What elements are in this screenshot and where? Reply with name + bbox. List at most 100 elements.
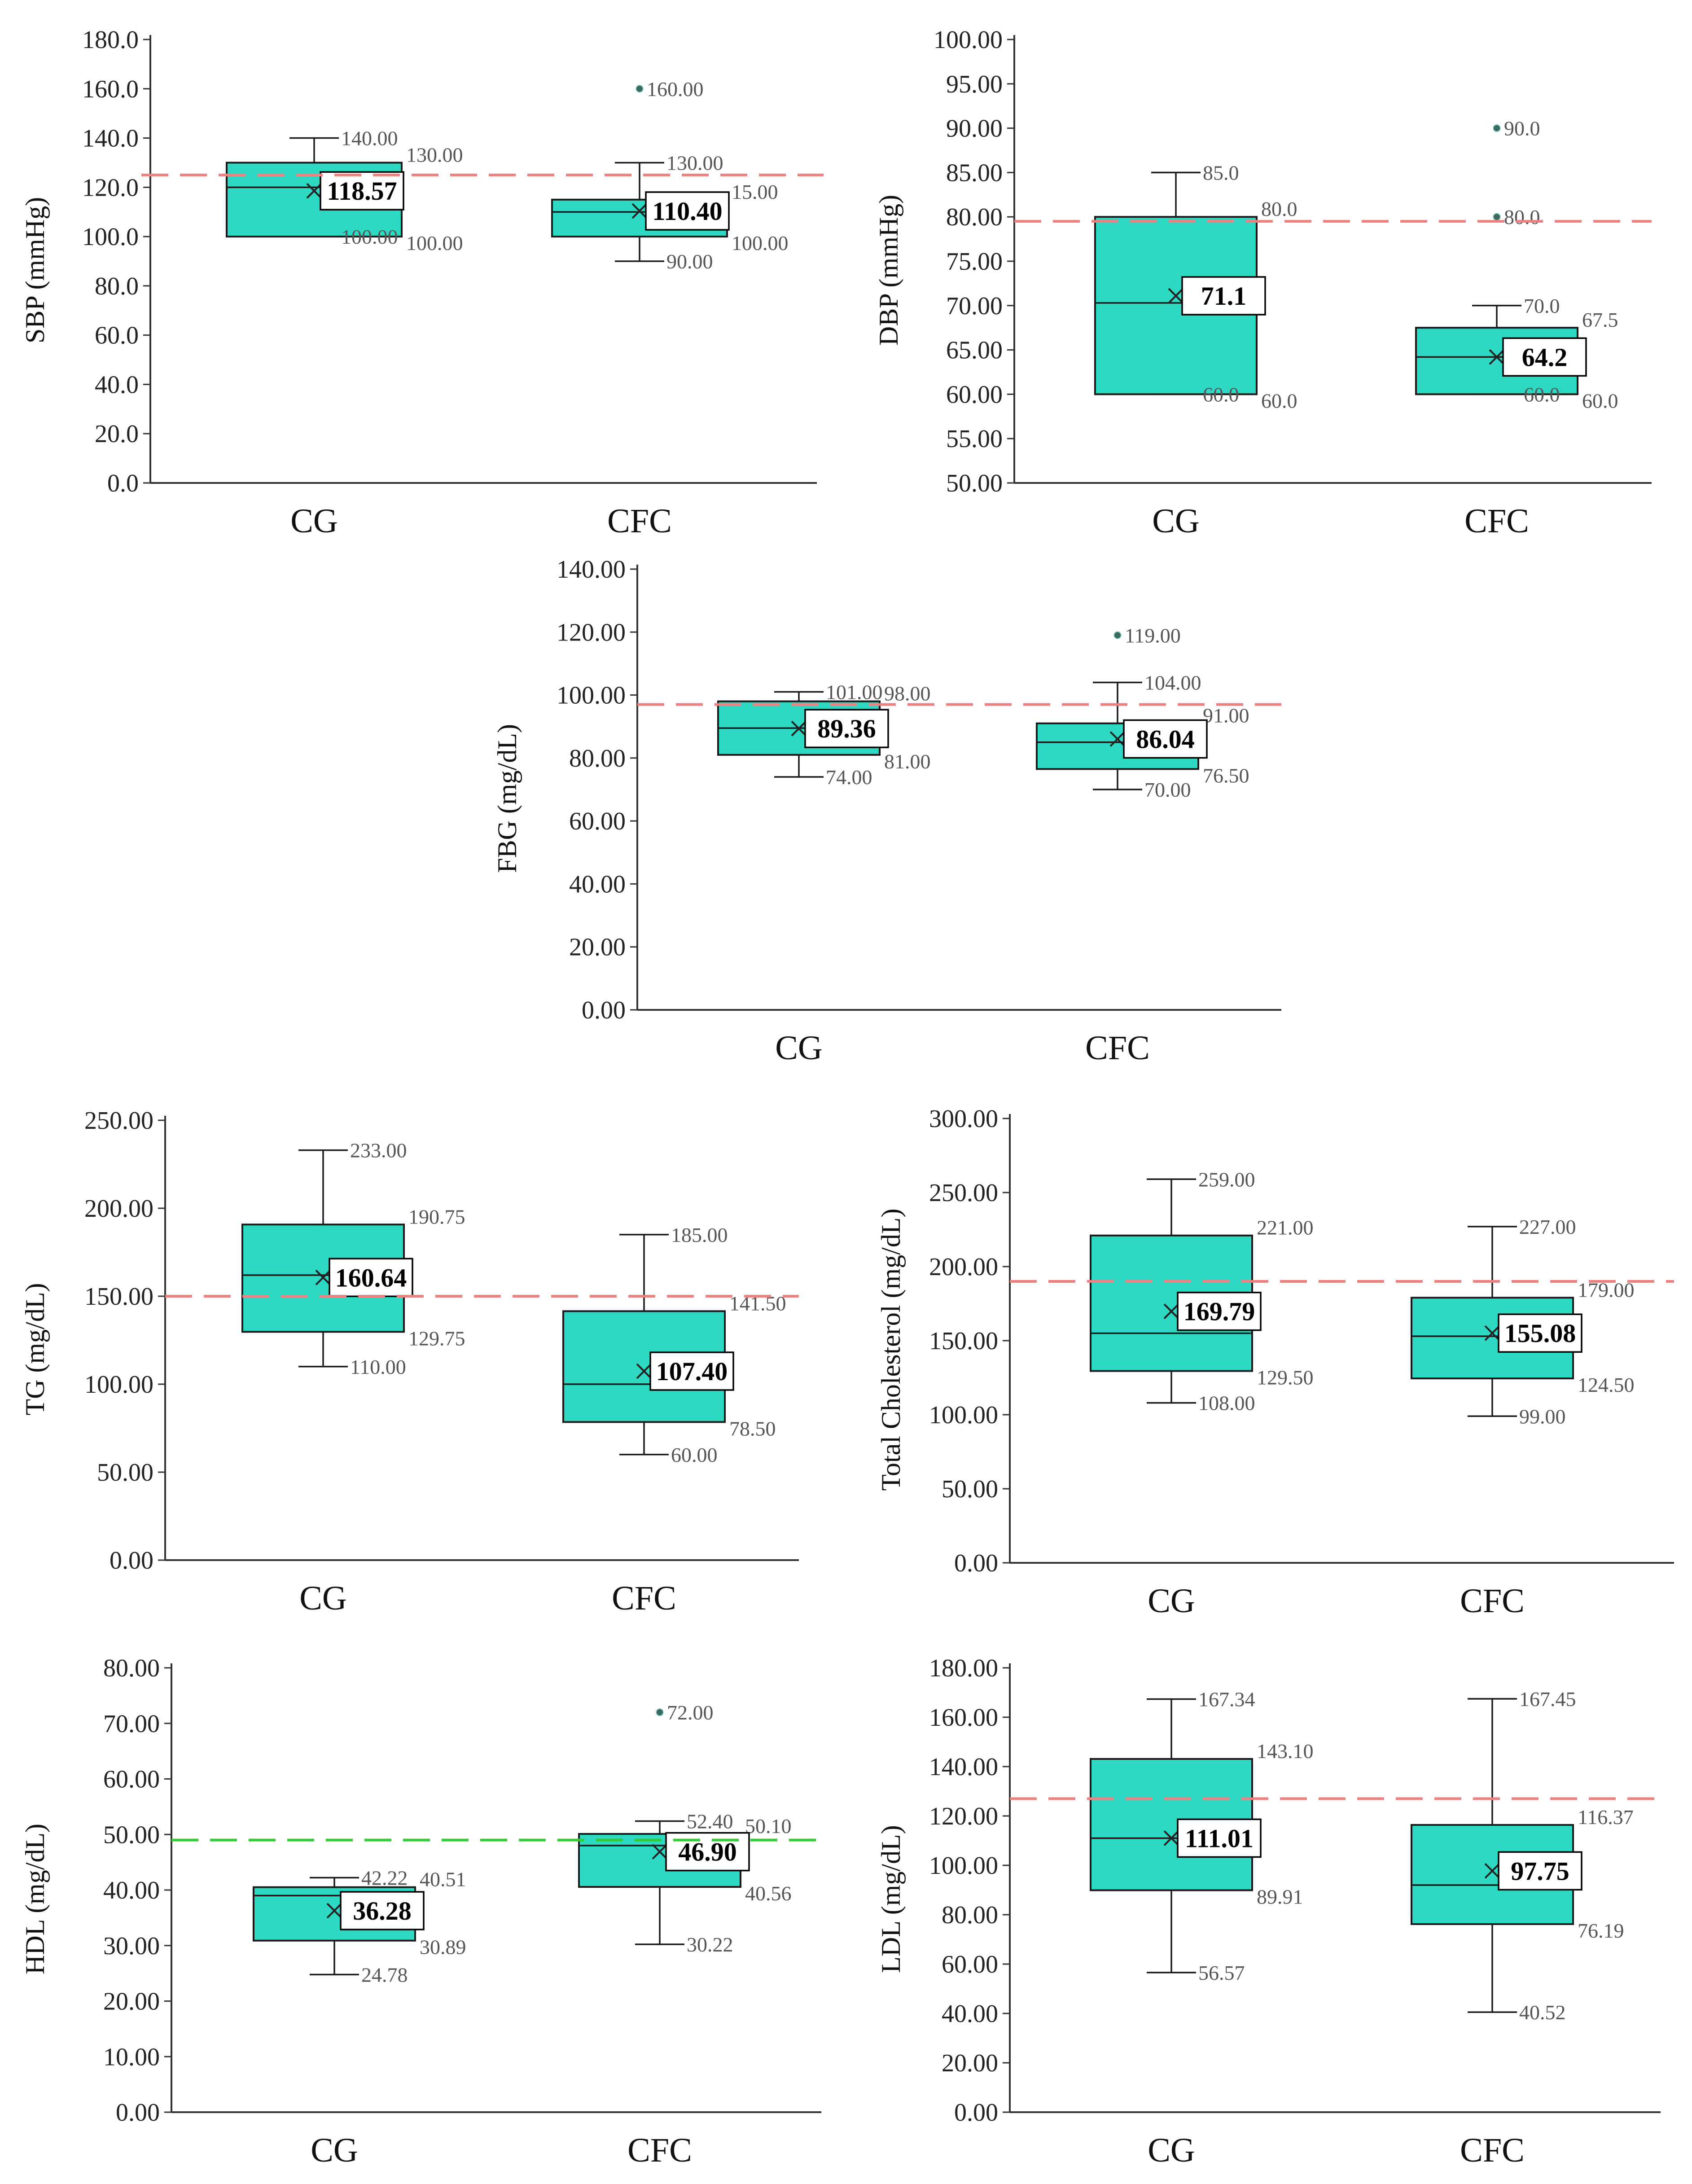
min-label: 60.0: [1524, 383, 1560, 406]
ldl-y-tick-label: 160.00: [929, 1704, 998, 1732]
sbp-y-tick-label: 140.0: [82, 125, 139, 153]
fbg-y-tick-label: 120.00: [557, 618, 626, 646]
min-label: 70.00: [1144, 778, 1191, 801]
dbp-category-label: CG: [1152, 502, 1200, 540]
sbp-y-tick-label: 160.0: [82, 75, 139, 103]
hdl-y-tick-label: 0.00: [116, 2099, 160, 2127]
min-label: 60.0: [1203, 383, 1239, 406]
mean-label: 107.40: [656, 1357, 728, 1386]
min-label: 74.00: [826, 766, 872, 789]
ldl-y-tick-label: 180.00: [929, 1654, 998, 1682]
dbp-y-tick-label: 100.00: [934, 26, 1003, 54]
sbp-y-tick-label: 80.0: [95, 272, 139, 300]
tc-y-axis-title: Total Cholesterol (mg/dL): [876, 1208, 906, 1491]
q3-label: 15.00: [732, 180, 778, 203]
tc-y-tick-label: 100.00: [929, 1401, 998, 1429]
fbg-y-axis-title: FBG (mg/dL): [492, 724, 522, 873]
ldl-y-axis-title: LDL (mg/dL): [876, 1825, 906, 1973]
q3-label: 98.00: [884, 682, 931, 705]
hdl-category-label: CG: [311, 2131, 358, 2169]
dbp-y-axis-title: DBP (mmHg): [874, 195, 903, 346]
ldl-y-tick-label: 20.00: [942, 2049, 998, 2077]
mean-label: 118.57: [327, 176, 397, 206]
tc-y-tick-label: 200.00: [929, 1253, 998, 1281]
hdl-y-tick-label: 50.00: [103, 1821, 160, 1849]
mean-label-box: [1502, 337, 1587, 377]
q1-label: 100.00: [406, 232, 463, 254]
mean-label-box: [645, 191, 730, 231]
sbp-category-label: CG: [290, 502, 338, 540]
mean-label-box: [1498, 1851, 1582, 1891]
q3-label: 80.0: [1261, 197, 1297, 220]
max-label: 85.0: [1203, 161, 1239, 184]
dbp-y-tick-label: 75.00: [946, 248, 1003, 276]
mean-marker: [1168, 288, 1184, 304]
sbp-y-tick-label: 60.0: [95, 322, 139, 350]
max-label: 167.34: [1198, 1688, 1255, 1711]
mean-marker: [1484, 1863, 1500, 1879]
tc-y-tick-label: 0.00: [954, 1549, 998, 1577]
hdl-y-tick-label: 60.00: [103, 1766, 160, 1794]
tc-category-label: CG: [1148, 1582, 1195, 1620]
hdl-y-axis-title: HDL (mg/dL): [20, 1824, 50, 1974]
hdl-y-tick-label: 10.00: [103, 2043, 160, 2071]
mean-marker: [315, 1269, 331, 1285]
min-label: 56.57: [1198, 1961, 1245, 1984]
ldl-y-tick-label: 100.00: [929, 1852, 998, 1880]
tg-y-tick-label: 0.00: [110, 1547, 153, 1574]
mean-label-box: [1181, 276, 1266, 316]
mean-label: 86.04: [1136, 724, 1195, 754]
fbg-y-tick-label: 140.00: [557, 556, 626, 583]
fbg-y-tick-label: 20.00: [569, 934, 626, 961]
hdl-y-tick-label: 80.00: [103, 1654, 160, 1682]
tc-y-tick-label: 150.00: [929, 1327, 998, 1355]
mean-label-box: [804, 709, 889, 748]
mean-label-box: [340, 1891, 425, 1930]
q1-label: 76.19: [1578, 1919, 1624, 1942]
outlier-point: [1113, 631, 1122, 640]
sbp-y-axis-title: SBP (mmHg): [20, 197, 50, 343]
q3-label: 67.5: [1582, 308, 1618, 331]
mean-label: 64.2: [1522, 342, 1568, 372]
dbp-y-tick-label: 85.00: [946, 159, 1003, 187]
max-label: 140.00: [341, 127, 398, 150]
tg-y-axis-title: TG (mg/dL): [20, 1283, 50, 1416]
sbp-panel: 0.0 20.0 40.0 60.0 80.0 100.0 120.0 140.0 160.0 1…: [20, 26, 824, 540]
max-label: 130.00: [666, 151, 723, 174]
tg-y-tick-label: 150.00: [84, 1283, 153, 1311]
mean-label: 169.79: [1184, 1297, 1255, 1326]
outlier-label: 160.00: [647, 78, 704, 101]
tg-category-label: CG: [299, 1579, 347, 1617]
mean-marker: [791, 720, 807, 737]
max-label: 52.40: [687, 1810, 733, 1833]
q1-label: 100.00: [732, 232, 789, 254]
fbg-y-tick-label: 80.00: [569, 745, 626, 772]
mean-marker: [326, 1903, 342, 1919]
mean-label: 110.40: [652, 197, 722, 226]
q3-label: 50.10: [745, 1815, 792, 1838]
min-label: 110.00: [350, 1355, 406, 1378]
fbg-box-CFC: 119.00 104.00 70.00 91.00 76.50 86.04: [1036, 624, 1249, 801]
mean-marker: [631, 203, 648, 219]
tg-y-tick-label: 250.00: [84, 1107, 153, 1135]
dbp-y-tick-label: 95.00: [946, 70, 1003, 98]
tg-y-tick-label: 200.00: [84, 1195, 153, 1223]
mean-label-box: [329, 1258, 413, 1298]
tc-box-CG: 259.00 108.00 221.00 129.50 169.79: [1090, 1168, 1314, 1415]
mean-label-box: [1123, 719, 1208, 759]
q1-label: 129.50: [1257, 1366, 1314, 1389]
q1-label: 60.0: [1582, 389, 1618, 412]
sbp-y-tick-label: 20.0: [95, 420, 139, 448]
fbg-box-CG: 101.00 74.00 98.00 81.00 89.36: [717, 681, 931, 789]
q1-label: 124.50: [1578, 1373, 1635, 1396]
max-label: 70.0: [1524, 294, 1560, 317]
q1-label: 30.89: [420, 1936, 466, 1959]
max-label: 167.45: [1519, 1688, 1576, 1710]
max-label: 227.00: [1519, 1215, 1576, 1238]
q3-label: 40.51: [420, 1868, 466, 1891]
sbp-y-tick-label: 0.0: [107, 469, 139, 497]
q1-label: 60.0: [1261, 389, 1297, 412]
fbg-y-tick-label: 40.00: [569, 870, 626, 898]
sbp-y-tick-label: 180.0: [82, 26, 139, 54]
